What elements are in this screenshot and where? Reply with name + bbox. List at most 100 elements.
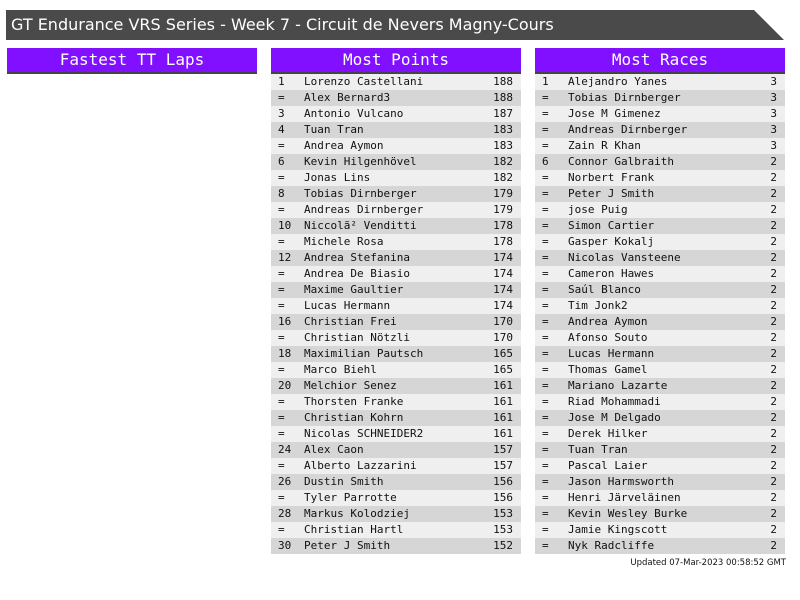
value: 2 <box>770 299 777 312</box>
value: 152 <box>493 539 513 552</box>
table-row: 4 Tuan Tran 183 <box>271 122 521 138</box>
rank: 6 <box>542 155 549 168</box>
table-row: = Simon Cartier 2 <box>535 218 785 234</box>
driver-name: Lorenzo Castellani <box>304 75 424 88</box>
value: 178 <box>493 219 513 232</box>
rank: = <box>542 267 549 280</box>
driver-name: Nicolas Vansteene <box>568 251 681 264</box>
rank: = <box>278 395 285 408</box>
rank: 28 <box>278 507 292 520</box>
table-row: = Mariano Lazarte 2 <box>535 378 785 394</box>
value: 156 <box>493 491 513 504</box>
driver-name: jose Puig <box>568 203 628 216</box>
driver-name: Alex Caon <box>304 443 364 456</box>
value: 2 <box>770 411 777 424</box>
value: 153 <box>493 523 513 536</box>
table-row: = Afonso Souto 2 <box>535 330 785 346</box>
value: 2 <box>770 395 777 408</box>
table-row: = Tobias Dirnberger 3 <box>535 90 785 106</box>
value: 161 <box>493 379 513 392</box>
table-row: 16 Christian Frei 170 <box>271 314 521 330</box>
rank: 4 <box>278 123 285 136</box>
table-row: = Marco Biehl 165 <box>271 362 521 378</box>
updated-timestamp: Updated 07-Mar-2023 00:58:52 GMT <box>630 558 786 568</box>
value: 2 <box>770 171 777 184</box>
most-races-panel: Most Races 1 Alejandro Yanes 3 = Tobias Dirn… <box>535 48 785 554</box>
rank: 18 <box>278 347 292 360</box>
table-row: = Tim Jonk2 2 <box>535 298 785 314</box>
panel-header: Most Races <box>535 48 785 74</box>
driver-name: Jose M Delgado <box>568 411 661 424</box>
rank: = <box>542 507 549 520</box>
driver-name: Peter J Smith <box>304 539 391 552</box>
driver-name: Andrea Aymon <box>304 139 384 152</box>
table-row: = Michele Rosa 178 <box>271 234 521 250</box>
table-row: 30 Peter J Smith 152 <box>271 538 521 554</box>
rank: = <box>542 363 549 376</box>
table-row: = Lucas Hermann 2 <box>535 346 785 362</box>
value: 179 <box>493 203 513 216</box>
table-row: = Peter J Smith 2 <box>535 186 785 202</box>
table-row: = Gasper Kokalj 2 <box>535 234 785 250</box>
rows: 1 Lorenzo Castellani 188 = Alex Bernard3 188 3… <box>271 74 521 554</box>
driver-name: Christian Kohrn <box>304 411 404 424</box>
table-row: = Alex Bernard3 188 <box>271 90 521 106</box>
rank: = <box>542 475 549 488</box>
driver-name: Marco Biehl <box>304 363 377 376</box>
rank: = <box>542 203 549 216</box>
rank: = <box>542 491 549 504</box>
value: 178 <box>493 235 513 248</box>
rank: 3 <box>278 107 285 120</box>
driver-name: Andreas Dirnberger <box>304 203 424 216</box>
rank: = <box>542 123 549 136</box>
value: 2 <box>770 155 777 168</box>
table-row: = Derek Hilker 2 <box>535 426 785 442</box>
driver-name: Connor Galbraith <box>568 155 674 168</box>
rank: 8 <box>278 187 285 200</box>
rank: = <box>542 299 549 312</box>
value: 2 <box>770 347 777 360</box>
value: 2 <box>770 267 777 280</box>
table-row: = Nyk Radcliffe 2 <box>535 538 785 554</box>
driver-name: Peter J Smith <box>568 187 655 200</box>
value: 179 <box>493 187 513 200</box>
rank: = <box>542 139 549 152</box>
value: 2 <box>770 523 777 536</box>
rows: 1 Alejandro Yanes 3 = Tobias Dirnberger 3 = Jos… <box>535 74 785 554</box>
driver-name: Simon Cartier <box>568 219 655 232</box>
driver-name: Norbert Frank <box>568 171 655 184</box>
table-row: = Andrea Aymon 2 <box>535 314 785 330</box>
table-row: 28 Markus Kolodziej 153 <box>271 506 521 522</box>
table-row: = Thomas Gamel 2 <box>535 362 785 378</box>
table-row: 3 Antonio Vulcano 187 <box>271 106 521 122</box>
driver-name: Nicolas SCHNEIDER2 <box>304 427 424 440</box>
panel-header: Fastest TT Laps <box>7 48 257 74</box>
table-row: = Jonas Lins 182 <box>271 170 521 186</box>
value: 2 <box>770 251 777 264</box>
driver-name: Alex Bernard3 <box>304 91 391 104</box>
driver-name: Niccolã² Venditti <box>304 219 417 232</box>
driver-name: Christian Nötzli <box>304 331 410 344</box>
most-points-panel: Most Points 1 Lorenzo Castellani 188 = Alex … <box>271 48 521 554</box>
value: 3 <box>770 139 777 152</box>
table-row: 18 Maximilian Pautsch 165 <box>271 346 521 362</box>
value: 165 <box>493 363 513 376</box>
table-row: 8 Tobias Dirnberger 179 <box>271 186 521 202</box>
value: 2 <box>770 459 777 472</box>
driver-name: Mariano Lazarte <box>568 379 668 392</box>
rank: 12 <box>278 251 292 264</box>
rank: = <box>278 523 285 536</box>
value: 170 <box>493 315 513 328</box>
value: 161 <box>493 411 513 424</box>
value: 2 <box>770 235 777 248</box>
value: 182 <box>493 155 513 168</box>
rank: = <box>278 139 285 152</box>
driver-name: Afonso Souto <box>568 331 648 344</box>
table-row: 24 Alex Caon 157 <box>271 442 521 458</box>
value: 3 <box>770 107 777 120</box>
rank: = <box>278 411 285 424</box>
driver-name: Thomas Gamel <box>568 363 648 376</box>
rank: 26 <box>278 475 292 488</box>
rank: = <box>278 363 285 376</box>
value: 165 <box>493 347 513 360</box>
